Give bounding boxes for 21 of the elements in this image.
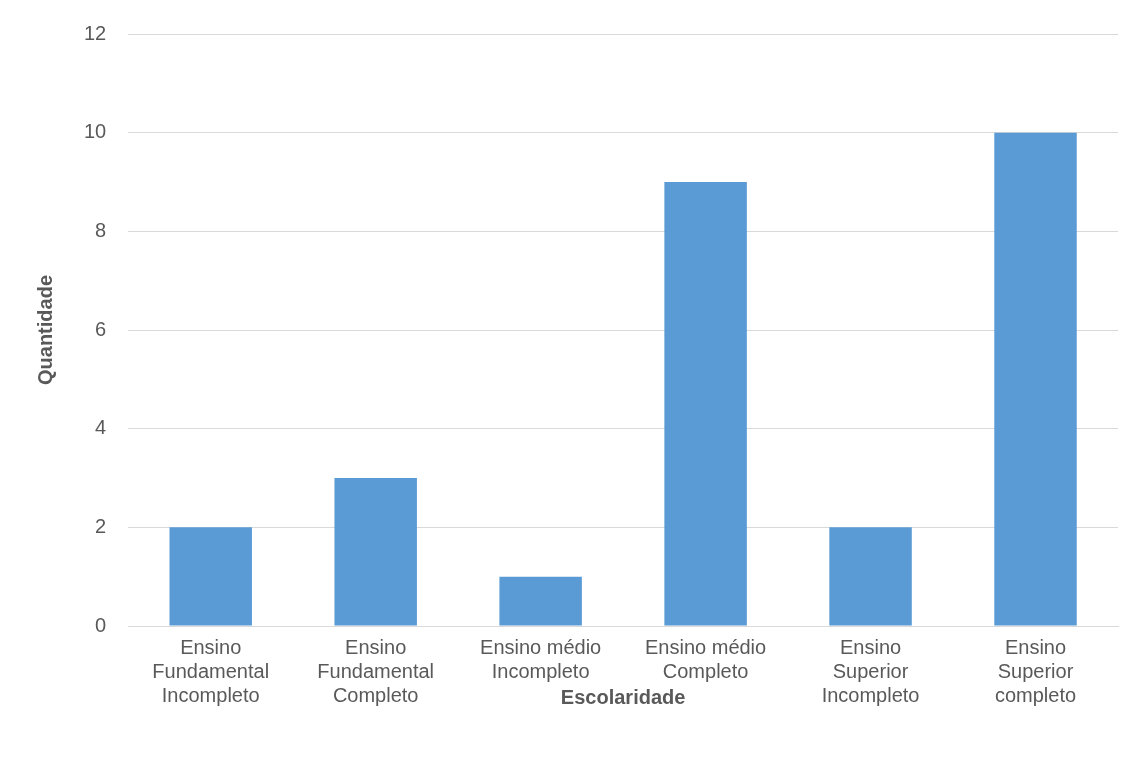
bar xyxy=(664,182,747,626)
x-tick-label: Ensino Fundamental Completo xyxy=(317,635,435,706)
x-axis-title: Escolaridade xyxy=(560,685,686,708)
y-tick-label: 10 xyxy=(84,120,107,143)
y-tick-label: 0 xyxy=(95,613,107,636)
x-tick-label: Ensino Superior Incompleto xyxy=(821,635,920,706)
x-tick-label: Ensino médio Incompleto xyxy=(480,635,602,682)
bar xyxy=(829,527,912,626)
y-axis-title: Quantidade xyxy=(33,274,56,386)
y-tick-label: 12 xyxy=(84,21,107,44)
x-tick-label: Ensino Fundamental Incompleto xyxy=(152,635,270,706)
bar xyxy=(169,527,252,626)
bar xyxy=(994,132,1077,626)
bar xyxy=(334,478,417,626)
y-tick-label: 8 xyxy=(95,218,107,241)
y-tick-label: 2 xyxy=(95,514,107,537)
y-tick-label: 4 xyxy=(95,416,107,439)
x-tick-label: Ensino médio Completo xyxy=(645,635,767,682)
bar xyxy=(499,576,582,626)
x-tick-label: Ensino Superior completo xyxy=(994,635,1077,706)
y-tick-label: 6 xyxy=(95,317,107,340)
